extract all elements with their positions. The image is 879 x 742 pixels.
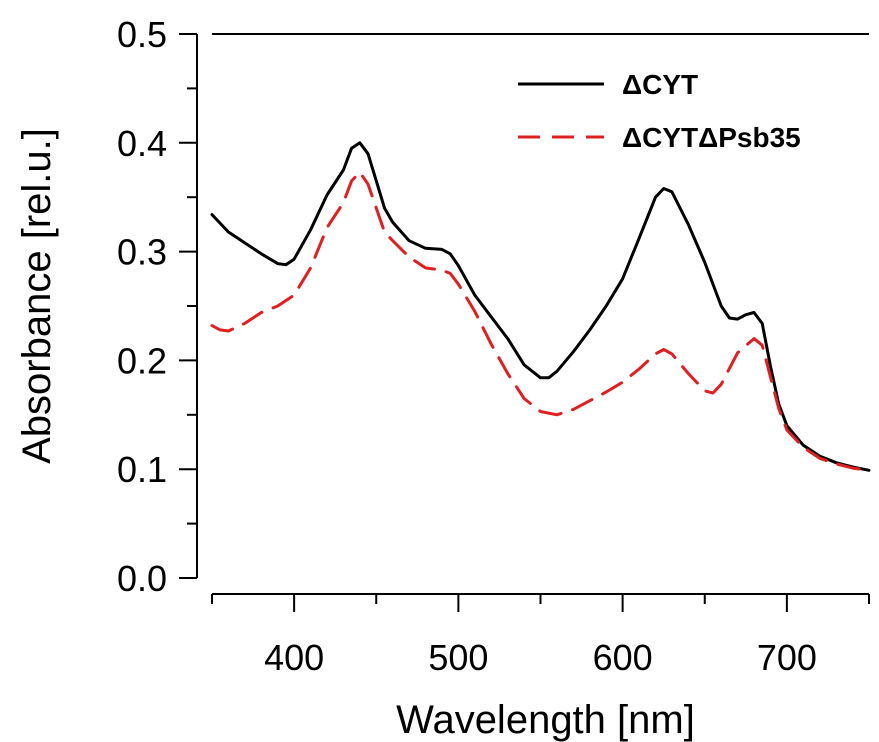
y-tick-label: 0.5: [117, 14, 167, 55]
legend-label-1: ΔCYT: [622, 69, 698, 100]
x-tick-label: 500: [428, 637, 488, 678]
y-tick-label: 0.1: [117, 449, 167, 490]
axes: 0.0 0.1 0.2 0.3 0.4 0.5 400 500 600 700: [117, 14, 870, 678]
legend-label-2: ΔCYTΔPsb35: [622, 122, 801, 153]
y-tick-label: 0.3: [117, 232, 167, 273]
legend: ΔCYT ΔCYTΔPsb35: [518, 69, 801, 153]
x-tick-label: 700: [757, 637, 817, 678]
series-line-2: [210, 170, 871, 472]
y-tick-label: 0.0: [117, 558, 167, 599]
series-layer: [210, 141, 871, 472]
x-axis-title: Wavelength [nm]: [396, 698, 695, 742]
x-tick-label: 600: [593, 637, 653, 678]
series-line-1: [210, 141, 871, 472]
y-axis-title: Absorbance [rel.u.]: [15, 128, 59, 464]
x-tick-label: 400: [264, 637, 324, 678]
y-tick-label: 0.4: [117, 123, 167, 164]
y-tick-label: 0.2: [117, 340, 167, 381]
